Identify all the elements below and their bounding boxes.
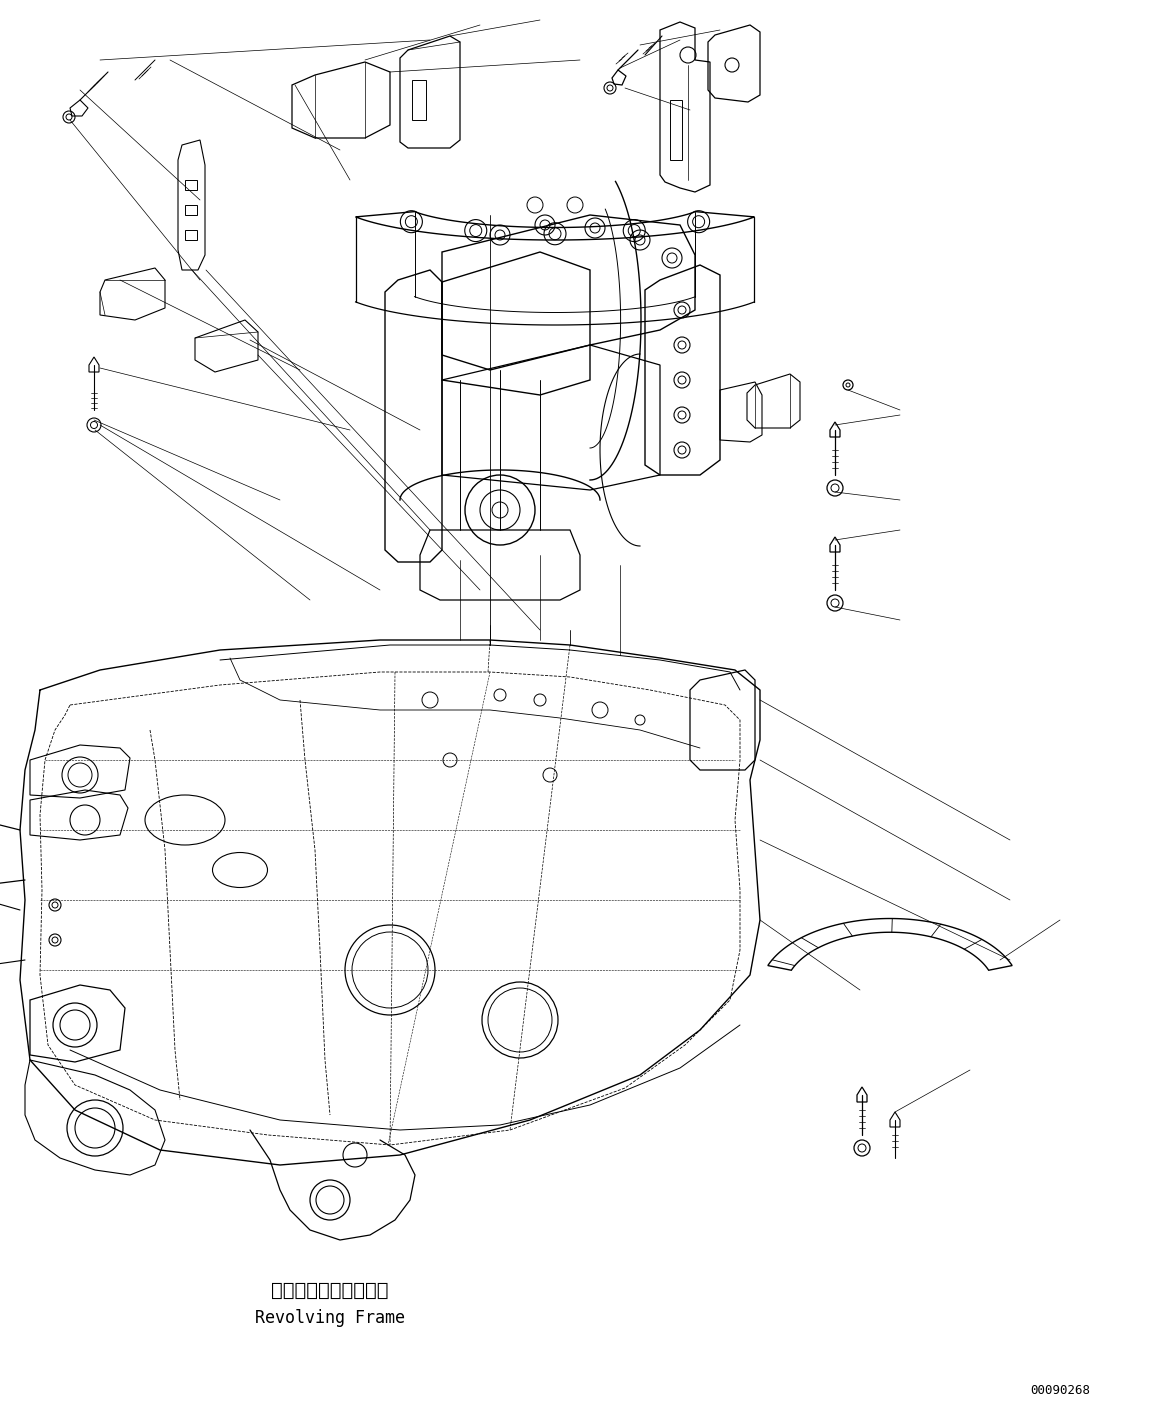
Text: Revolving Frame: Revolving Frame [255,1309,405,1327]
Bar [185,205,197,215]
Bar [670,100,682,160]
Bar [185,179,197,191]
Text: 00090268: 00090268 [1030,1384,1090,1396]
Text: レボルビングフレーム: レボルビングフレーム [271,1281,388,1299]
Bar [412,80,426,120]
Bar [185,230,197,240]
